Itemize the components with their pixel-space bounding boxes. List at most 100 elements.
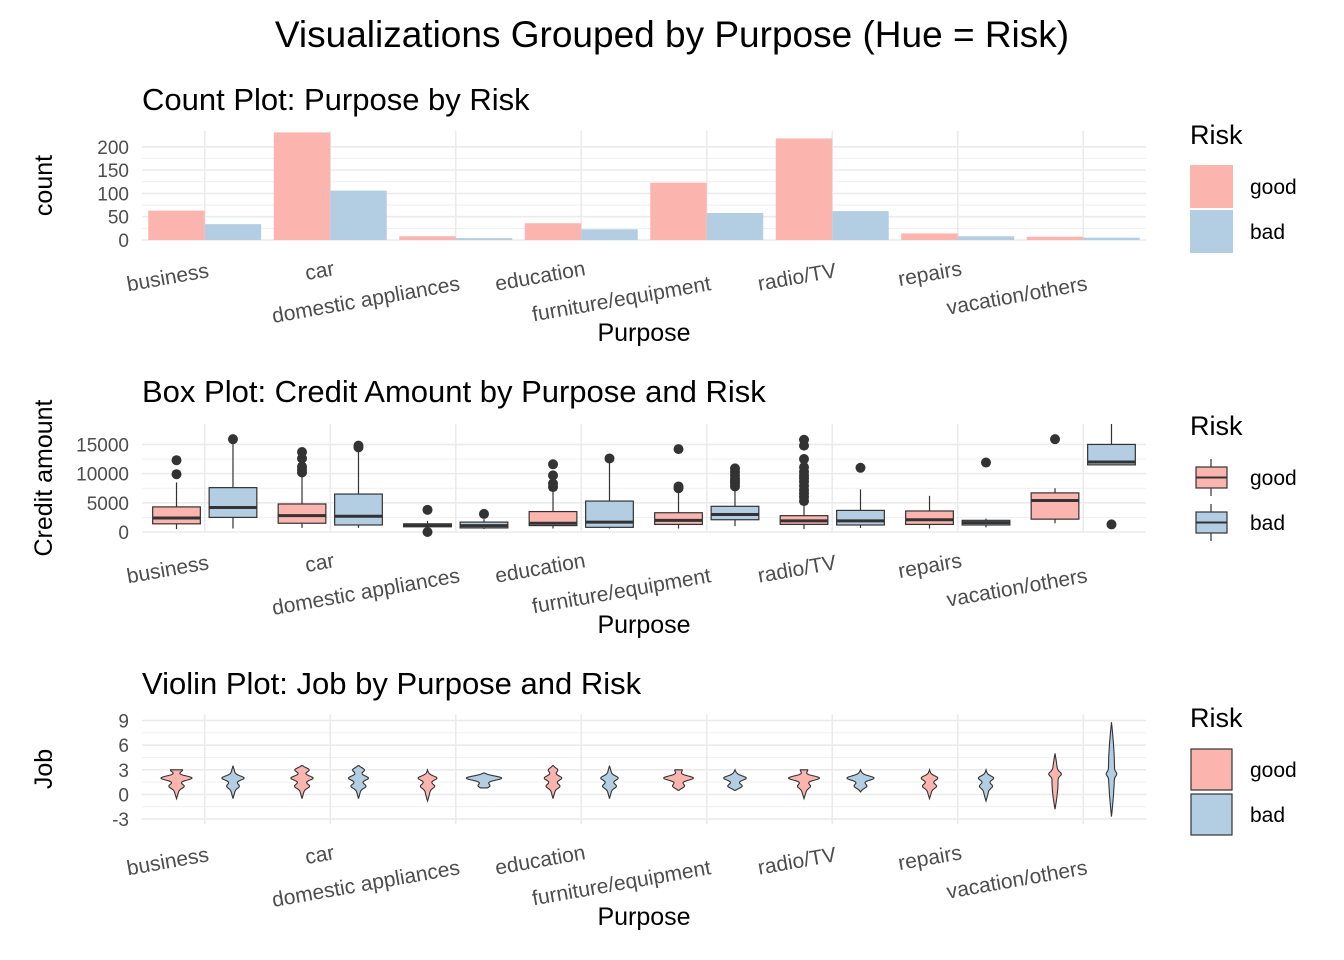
outlier-point (799, 454, 810, 465)
outlier-point (171, 455, 182, 466)
x-axis-label: Purpose (597, 319, 690, 347)
data-marks (160, 722, 1118, 817)
legend-title: Risk (1190, 411, 1243, 441)
legend: Risk good bad (1190, 703, 1297, 836)
outlier-point (799, 462, 810, 473)
y-axis-label: Credit amount (30, 399, 58, 556)
box-good (905, 510, 954, 526)
panel-title: Violin Plot: Job by Purpose and Risk (142, 666, 642, 701)
outlier-point (1106, 519, 1117, 530)
x-axis-label: Purpose (597, 903, 690, 931)
outlier-point (171, 469, 182, 480)
bar-bad (706, 212, 764, 240)
outlier-point (227, 434, 238, 445)
y-tick-label: 0 (118, 231, 129, 252)
box-bad (836, 509, 885, 526)
outlier-point (1050, 434, 1061, 445)
y-tick-label: 3 (118, 761, 129, 782)
legend: Risk good bad (1190, 411, 1297, 541)
y-tick-label: 5000 (87, 494, 129, 515)
bar-bad (330, 190, 387, 240)
legend-label: bad (1250, 804, 1285, 827)
legend-swatch (1190, 793, 1233, 836)
y-tick-label: 100 (97, 184, 129, 205)
bar-good (399, 236, 456, 240)
y-tick-label: 10000 (76, 465, 129, 486)
y-tick-label: 0 (118, 785, 129, 806)
box-bad (208, 487, 258, 519)
x-tick-label: car (303, 841, 336, 869)
outlier-point (548, 470, 559, 481)
outlier-point (297, 447, 308, 458)
box-good (654, 512, 703, 526)
bar-bad (832, 211, 889, 240)
outlier-point (297, 461, 308, 472)
figure-title: Visualizations Grouped by Purpose (Hue =… (275, 14, 1069, 55)
box-bad (334, 493, 383, 526)
violin-bad (723, 768, 747, 791)
violin-good (543, 765, 563, 799)
y-tick-label: 150 (97, 161, 129, 182)
violin-bad (347, 765, 369, 799)
bar-good (775, 138, 833, 240)
legend-swatch (1190, 748, 1233, 791)
legend-label: good (1250, 176, 1297, 199)
legend-label: good (1250, 467, 1297, 490)
outlier-point (855, 462, 866, 473)
violin-good (663, 769, 695, 791)
y-tick-label: 6 (118, 736, 129, 757)
bar-good (901, 233, 958, 240)
legend-key-bad: bad (1195, 504, 1285, 541)
data-marks (152, 424, 1136, 537)
legend-label: bad (1250, 512, 1285, 535)
x-tick-label: car (303, 549, 336, 577)
violin-bad (846, 768, 875, 793)
violin-good (160, 769, 193, 801)
x-axis-label: Purpose (597, 611, 690, 639)
x-tick-label: car (303, 257, 336, 285)
y-tick-label: 15000 (76, 435, 129, 456)
outlier-point (548, 459, 559, 470)
violin-good (920, 767, 939, 801)
violin-bad (1105, 722, 1118, 817)
bar-good (148, 210, 205, 240)
legend-label: bad (1250, 221, 1285, 244)
bar-good (273, 132, 331, 240)
legend-key-good: good (1190, 748, 1297, 791)
bar-bad (957, 236, 1015, 240)
legend-key-good: good (1195, 459, 1297, 496)
outlier-point (548, 478, 559, 489)
outlier-point (422, 504, 433, 515)
outlier-point (799, 434, 810, 445)
violin-bad (465, 772, 503, 789)
box-good (152, 506, 201, 525)
bar-bad (1083, 237, 1140, 240)
outlier-point (478, 508, 489, 519)
violin-good (290, 765, 314, 799)
bar-bad (455, 238, 513, 240)
box-bad (1087, 443, 1136, 466)
y-tick-label: 9 (118, 712, 129, 733)
box-good (277, 503, 327, 524)
y-axis-label: Job (30, 749, 58, 789)
outlier-point (353, 440, 364, 451)
y-tick-label: -3 (112, 810, 129, 831)
bar-good (524, 223, 582, 240)
legend-title: Risk (1190, 703, 1243, 733)
bar-bad (204, 224, 262, 240)
legend-key-bad: bad (1190, 793, 1285, 836)
legend-key-good: good (1190, 165, 1297, 208)
y-tick-label: 200 (97, 138, 129, 159)
legend: Risk good bad (1190, 120, 1297, 253)
grid-lines (142, 714, 1146, 824)
data-marks (148, 132, 1140, 240)
outlier-point (729, 463, 740, 474)
panel-title: Box Plot: Credit Amount by Purpose and R… (142, 374, 766, 409)
outlier-point (673, 444, 684, 455)
outlier-point (604, 453, 615, 464)
legend-swatch (1190, 210, 1233, 253)
y-axis-label: count (30, 155, 58, 216)
bar-good (650, 182, 707, 240)
violin-bad (221, 765, 245, 799)
